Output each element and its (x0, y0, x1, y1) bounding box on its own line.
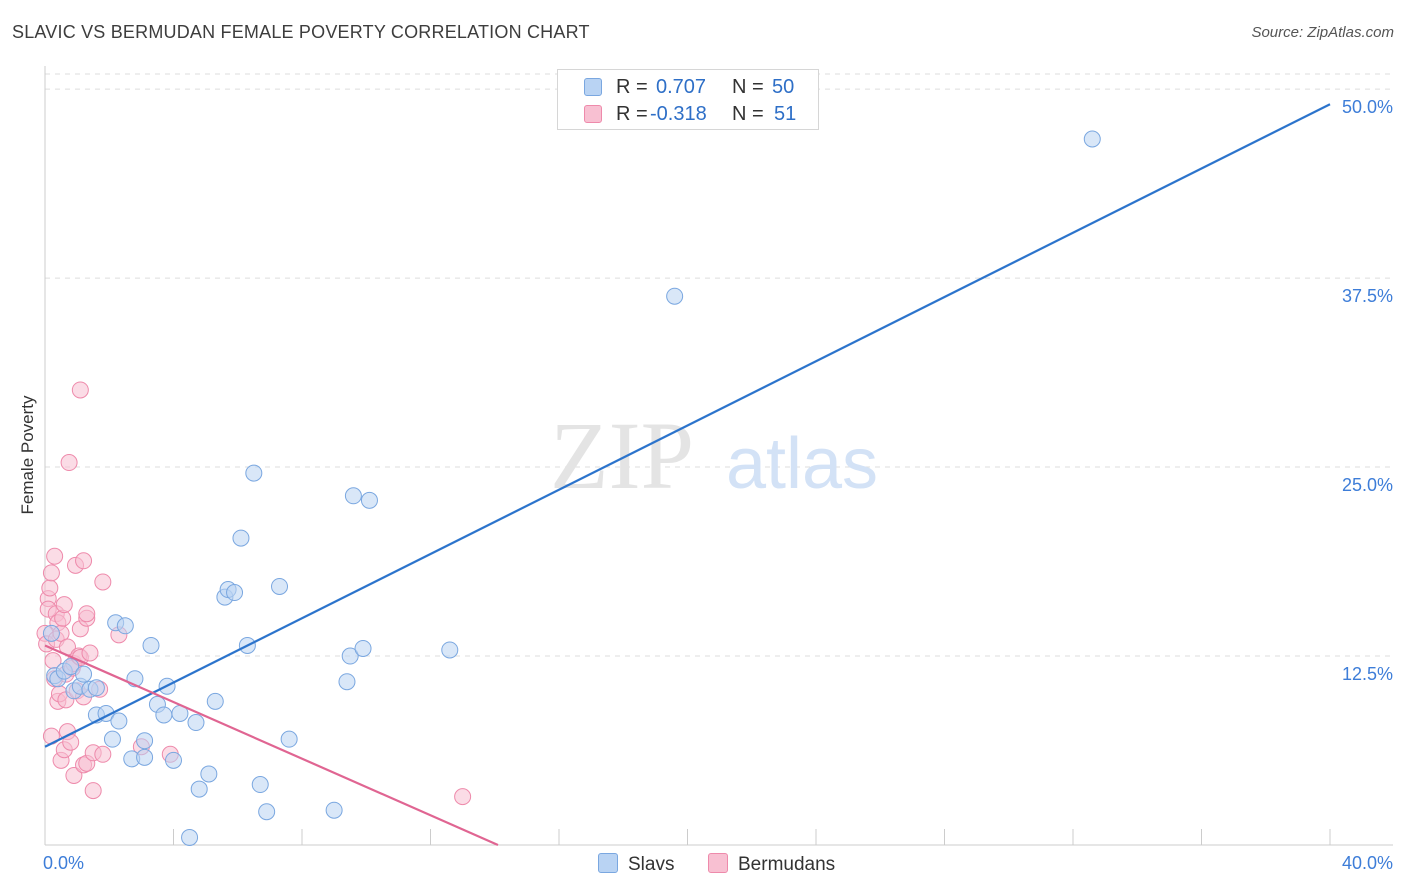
slavs-point (116, 617, 134, 635)
slavs-point (666, 287, 684, 305)
tick-labels: 12.5% 25.0% 37.5% 50.0% 0.0% 40.0% (43, 97, 1393, 873)
legend-row-slavs: R = 0.707 N = 50 (558, 74, 818, 102)
bermudans-point (60, 454, 78, 472)
slavs-point (42, 624, 60, 642)
bermudans-point (41, 579, 59, 597)
bermudans-point (75, 552, 93, 570)
bermudans-point (71, 381, 89, 399)
legend-r-value: -0.318 (650, 103, 707, 125)
x-tick-label: 40.0% (1342, 853, 1393, 873)
bermudans-trend-line (44, 644, 499, 847)
slavs-point (103, 730, 121, 748)
slavs-point (155, 706, 173, 724)
y-tick-label: 25.0% (1342, 475, 1393, 495)
bermudans-point (65, 766, 83, 784)
bermudans-point (55, 596, 73, 614)
y-tick-label: 50.0% (1342, 97, 1393, 117)
slavs-point (136, 732, 154, 750)
bermudans-points (36, 381, 472, 806)
slavs-point (62, 658, 80, 676)
slavs-point (271, 577, 289, 595)
legend-n-label: N = (732, 76, 764, 98)
legend-r-label: R = (616, 76, 648, 98)
slavs-point (245, 464, 263, 482)
legend-n-value: 50 (772, 76, 795, 98)
bermudans-swatch (708, 853, 728, 873)
chart-title: SLAVIC VS BERMUDAN FEMALE POVERTY CORREL… (12, 22, 590, 42)
legend-n-label: N = (732, 103, 764, 125)
bermudans-label: Bermudans (738, 854, 836, 875)
slavs-point (258, 803, 276, 821)
bermudans-point (454, 788, 472, 806)
slavs-point (344, 487, 362, 505)
slavs-point (165, 751, 182, 769)
x-tick-label: 0.0% (43, 853, 84, 873)
watermark-zip: ZIP (550, 402, 694, 509)
bermudans-point (84, 782, 102, 800)
slavs-point (441, 641, 459, 659)
slavs-swatch (584, 78, 602, 96)
bermudans-point (78, 605, 96, 623)
watermark-atlas: atlas (726, 424, 878, 504)
axes (44, 66, 1393, 846)
slavs-point (206, 692, 224, 710)
bermudans-point (94, 745, 112, 763)
slavs-swatch (598, 853, 618, 873)
slavs-point (75, 665, 93, 683)
bermudans-point (42, 564, 60, 582)
bermudans-point (94, 573, 112, 591)
grid-lines (45, 73, 1393, 657)
trend-lines (44, 103, 1331, 847)
slavs-point (338, 673, 356, 691)
source-credit: Source: ZipAtlas.com (1251, 24, 1394, 41)
slavs-points (42, 130, 1101, 846)
slavs-label: Slavs (628, 854, 675, 875)
slavs-point (87, 679, 105, 697)
slavs-point (136, 748, 154, 766)
bermudans-swatch (584, 105, 602, 123)
bermudans-point (46, 547, 64, 565)
bermudans-point (81, 644, 99, 662)
legend-r-label: R = (616, 103, 648, 125)
legend-r-value: 0.707 (656, 76, 707, 98)
y-tick-label: 37.5% (1342, 286, 1393, 306)
slavs-point (354, 639, 372, 657)
slavs-point (226, 584, 244, 602)
slavs-point (142, 636, 160, 654)
bottom-legend-slavs: Slavs (598, 853, 674, 876)
slavs-point (190, 780, 208, 798)
slavs-point (341, 647, 359, 665)
slavs-point (325, 801, 343, 819)
slavs-point (181, 828, 199, 846)
slavs-point (360, 491, 378, 509)
slavs-point (110, 712, 128, 730)
slavs-point (280, 730, 298, 748)
legend-n-value: 51 (774, 103, 797, 125)
legend-row-bermudans: R = -0.318 N = 51 (558, 101, 818, 129)
slavs-point (1083, 130, 1101, 148)
slavs-point (251, 776, 269, 794)
y-tick-label: 12.5% (1342, 664, 1393, 684)
slavs-point (187, 714, 205, 732)
bottom-legend-bermudans: Bermudans (708, 853, 835, 876)
slavs-point (200, 765, 218, 783)
correlation-legend: R = 0.707 N = 50 R = -0.318 N = 51 (557, 69, 819, 130)
slavs-trend-line (44, 103, 1331, 748)
slavs-point (232, 529, 250, 547)
